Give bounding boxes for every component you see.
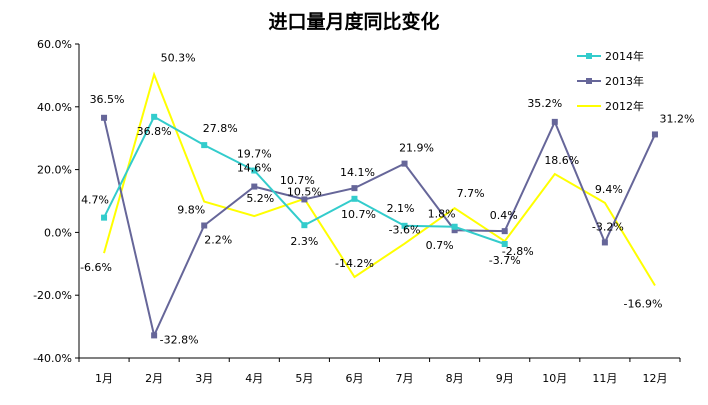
series-line-2012年	[103, 71, 656, 287]
data-point	[101, 214, 108, 221]
data-label: 36.5%	[90, 93, 125, 106]
data-label: -3.6%	[389, 224, 421, 237]
data-point	[351, 185, 358, 192]
data-point	[601, 239, 608, 246]
data-label: 9.8%	[177, 204, 205, 217]
data-point	[251, 167, 258, 174]
data-point	[551, 118, 558, 125]
data-label: -16.9%	[623, 297, 662, 310]
data-label: -32.8%	[160, 333, 199, 346]
chart-title: 进口量月度同比变化	[268, 10, 439, 33]
x-tick-label: 9月	[496, 372, 514, 385]
data-label: -2.8%	[502, 245, 534, 258]
data-label: 21.9%	[399, 142, 434, 155]
data-label: 7.7%	[457, 187, 485, 200]
data-label: -6.6%	[80, 261, 112, 274]
data-point	[501, 228, 508, 235]
axes: -40.0% -20.0% 0.0% 20.0% 40.0% 60.0% 1月 2月 3月 4月 5…	[33, 38, 681, 385]
data-label: 9.4%	[595, 183, 623, 196]
data-label: 36.8%	[137, 125, 172, 138]
data-point	[501, 241, 508, 248]
x-tick-label: 11月	[592, 372, 617, 385]
data-label: 14.6%	[237, 162, 272, 175]
legend-marker	[586, 78, 592, 84]
x-tick-label: 5月	[295, 372, 313, 385]
y-tick-label: 40.0%	[37, 101, 72, 114]
data-label: 4.7%	[81, 194, 109, 207]
data-label: 0.4%	[490, 209, 518, 222]
data-label: -3.7%	[489, 254, 521, 267]
data-point	[451, 227, 458, 234]
x-tick-label: 3月	[195, 372, 213, 385]
y-tick-label: -20.0%	[33, 289, 72, 302]
data-label: 10.5%	[287, 185, 322, 198]
data-point	[101, 114, 108, 121]
data-point	[401, 222, 408, 229]
legend-label: 2013年	[605, 74, 644, 88]
data-label: 0.7%	[426, 239, 454, 252]
data-label: 2.1%	[387, 202, 415, 215]
data-label: 14.1%	[340, 166, 375, 179]
data-point	[151, 113, 158, 120]
data-label: 10.7%	[280, 174, 315, 187]
data-point	[651, 131, 658, 138]
data-point	[201, 222, 208, 229]
data-label: -14.2%	[335, 257, 374, 270]
x-tick-label: 1月	[95, 372, 113, 385]
x-tick-label: 6月	[345, 372, 363, 385]
data-point	[451, 223, 458, 230]
x-tick-label: 7月	[396, 372, 414, 385]
legend-label: 2014年	[605, 49, 644, 63]
y-tick-label: -40.0%	[33, 352, 72, 365]
data-label: 5.2%	[246, 192, 274, 205]
x-tick-label: 12月	[642, 372, 667, 385]
data-label: 18.6%	[544, 154, 579, 167]
data-label: 31.2%	[659, 112, 694, 125]
data-label: 35.2%	[527, 97, 562, 110]
legend: 2014年 2013年 2012年	[577, 49, 644, 113]
y-tick-label: 0.0%	[44, 226, 72, 239]
data-label: 27.8%	[203, 122, 238, 135]
x-tick-label: 10月	[542, 372, 567, 385]
legend-label: 2012年	[605, 99, 644, 113]
data-point	[351, 195, 358, 202]
y-tick-label: 60.0%	[37, 38, 72, 51]
data-point	[301, 222, 308, 229]
legend-marker	[586, 53, 592, 59]
y-tick-label: 20.0%	[37, 164, 72, 177]
series-layer	[101, 71, 658, 339]
data-label: 50.3%	[161, 51, 196, 64]
data-labels: 4.7% 36.8% 27.8% 19.7% 2.3% 10.7% 2.1% 1.8% -3.7…	[80, 51, 694, 346]
data-point	[151, 332, 158, 339]
series-line-2013年	[103, 117, 656, 339]
data-label: 1.8%	[428, 208, 456, 221]
data-label: 10.7%	[341, 208, 376, 221]
data-label: 2.2%	[204, 233, 232, 246]
x-tick-label: 4月	[245, 372, 263, 385]
data-point	[251, 183, 258, 190]
x-tick-label: 2月	[145, 372, 163, 385]
data-label: 2.3%	[290, 235, 318, 248]
data-point	[301, 196, 308, 203]
data-point	[401, 160, 408, 167]
data-label: 19.7%	[237, 148, 272, 161]
data-point	[201, 142, 208, 149]
data-label: -3.2%	[592, 220, 624, 233]
x-tick-label: 8月	[446, 372, 464, 385]
